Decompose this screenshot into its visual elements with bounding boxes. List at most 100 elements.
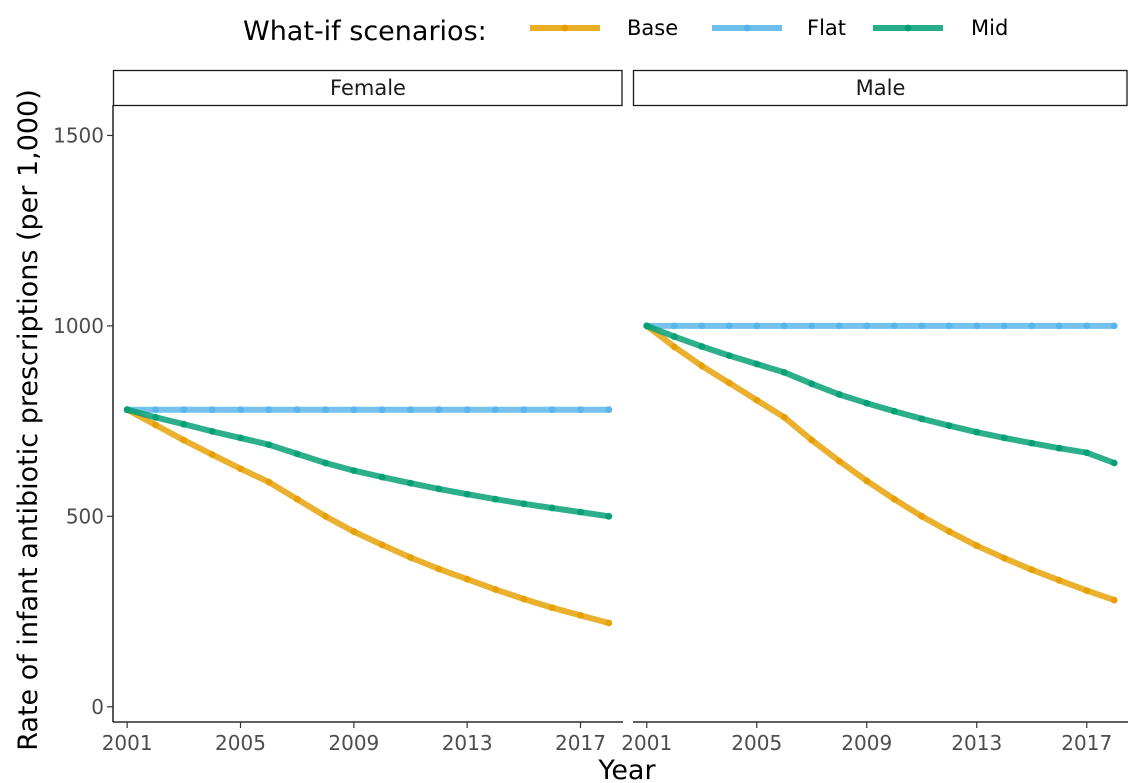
data-point-base bbox=[293, 495, 301, 503]
series-line-mid bbox=[124, 406, 612, 520]
data-point-base bbox=[945, 528, 953, 535]
data-point-flat bbox=[435, 406, 443, 414]
strip-label-male: Male bbox=[856, 76, 906, 100]
data-point-base bbox=[350, 528, 358, 535]
data-point-flat bbox=[945, 322, 953, 330]
data-point-base bbox=[548, 604, 556, 612]
data-point-mid bbox=[322, 459, 329, 467]
data-point-base bbox=[698, 362, 706, 370]
data-point-mid bbox=[463, 490, 471, 498]
x-tick-label: 2017 bbox=[1061, 731, 1112, 755]
legend-label-flat: Flat bbox=[807, 16, 846, 40]
data-point-flat bbox=[605, 406, 613, 414]
data-point-flat bbox=[698, 322, 706, 330]
data-point-mid bbox=[725, 352, 733, 360]
data-point-mid bbox=[808, 380, 816, 388]
data-point-flat bbox=[890, 322, 898, 330]
data-point-base bbox=[237, 465, 244, 473]
data-point-flat bbox=[180, 406, 188, 414]
data-point-mid bbox=[152, 413, 159, 421]
data-point-base bbox=[1000, 554, 1008, 562]
data-point-flat bbox=[208, 406, 216, 414]
x-tick-label: 2009 bbox=[328, 731, 379, 755]
x-tick-label: 2005 bbox=[731, 731, 782, 755]
x-tick-label: 2013 bbox=[951, 731, 1002, 755]
data-point-flat bbox=[520, 406, 528, 414]
strip-male bbox=[632, 69, 1128, 107]
data-point-mid bbox=[780, 368, 788, 376]
data-point-flat bbox=[670, 322, 678, 330]
strip-label-female: Female bbox=[330, 76, 406, 100]
legend: What-if scenarios: Base Flat Mid bbox=[243, 16, 1008, 47]
data-point-flat bbox=[293, 406, 301, 414]
data-point-mid bbox=[643, 322, 651, 330]
data-point-base bbox=[1055, 576, 1063, 584]
data-point-flat bbox=[463, 406, 471, 414]
legend-label-mid: Mid bbox=[971, 16, 1008, 40]
y-tick-label: 500 bbox=[66, 504, 104, 528]
data-point-flat bbox=[753, 322, 761, 330]
data-point-mid bbox=[605, 512, 613, 520]
data-point-base bbox=[670, 343, 678, 351]
data-point-mid bbox=[1028, 439, 1036, 447]
data-point-base bbox=[152, 421, 159, 429]
data-point-flat bbox=[1055, 322, 1063, 330]
x-axis-title: Year bbox=[597, 755, 656, 783]
data-point-base bbox=[835, 457, 843, 465]
data-point-mid bbox=[548, 504, 556, 512]
series-line-mid bbox=[643, 322, 1118, 466]
data-point-flat bbox=[1110, 322, 1118, 330]
data-point-flat bbox=[548, 406, 556, 414]
data-point-flat bbox=[1028, 322, 1036, 330]
data-point-base bbox=[322, 512, 329, 520]
legend-swatch-point bbox=[904, 24, 912, 32]
data-point-base bbox=[1083, 587, 1091, 595]
data-point-base bbox=[378, 541, 386, 549]
data-point-base bbox=[180, 436, 188, 444]
data-point-base bbox=[1028, 566, 1036, 574]
data-point-mid bbox=[835, 391, 843, 398]
y-tick-label: 0 bbox=[91, 695, 104, 719]
data-point-base bbox=[973, 542, 981, 550]
data-point-flat bbox=[407, 406, 414, 414]
legend-label-base: Base bbox=[627, 16, 678, 40]
data-point-base bbox=[577, 611, 584, 619]
x-tick-label: 2017 bbox=[555, 731, 606, 755]
data-point-base bbox=[863, 477, 871, 485]
data-point-base bbox=[208, 451, 216, 459]
data-point-flat bbox=[237, 406, 244, 414]
data-point-base bbox=[808, 436, 816, 444]
data-point-flat bbox=[378, 406, 386, 414]
data-point-mid bbox=[753, 360, 761, 368]
data-point-mid bbox=[1110, 459, 1118, 467]
data-point-base bbox=[463, 575, 471, 583]
data-point-mid bbox=[577, 508, 584, 516]
strip-female bbox=[112, 69, 623, 107]
legend-swatch-point bbox=[561, 24, 569, 32]
data-point-flat bbox=[492, 406, 499, 414]
data-point-mid bbox=[520, 500, 528, 508]
data-point-mid bbox=[1083, 449, 1091, 457]
data-point-mid bbox=[670, 333, 678, 340]
data-point-mid bbox=[863, 399, 871, 407]
data-point-mid bbox=[350, 467, 358, 475]
data-point-flat bbox=[918, 322, 926, 330]
data-point-mid bbox=[973, 428, 981, 436]
data-point-base bbox=[520, 595, 528, 603]
legend-swatch-point bbox=[743, 24, 751, 32]
data-point-mid bbox=[293, 450, 301, 458]
data-point-base bbox=[407, 554, 414, 561]
data-point-mid bbox=[435, 485, 443, 493]
data-point-mid bbox=[123, 406, 131, 414]
panel-female: Female 2001 2005 2009 2013 2017 0 500 1000 1500 bbox=[53, 69, 623, 755]
panel-male: Male 2001 2005 2009 2013 2017 bbox=[621, 69, 1128, 755]
data-point-flat bbox=[808, 322, 816, 330]
y-tick-label: 1500 bbox=[53, 123, 104, 147]
data-point-mid bbox=[407, 479, 414, 487]
data-point-flat bbox=[350, 406, 358, 414]
x-tick-label: 2013 bbox=[442, 731, 493, 755]
data-point-flat bbox=[265, 406, 273, 414]
legend-title: What-if scenarios: bbox=[243, 16, 487, 47]
data-point-mid bbox=[492, 495, 499, 503]
